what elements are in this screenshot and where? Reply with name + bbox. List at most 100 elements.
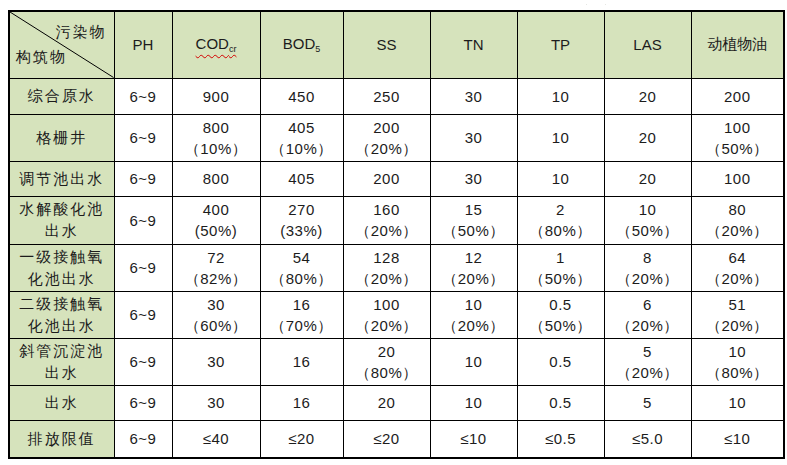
- table-row: 斜管沉淀池出水6~9301620（80%）100.55（20%）10（80%）: [9, 338, 784, 385]
- column-header-cod: CODcr: [172, 11, 260, 78]
- data-cell-tp: 0.5: [517, 338, 604, 385]
- row-header: 排放限值: [9, 420, 114, 458]
- data-cell-tp: 10: [517, 161, 604, 196]
- data-cell-ss: ≤20: [343, 420, 430, 458]
- corner-label-pollutant: 污染物: [56, 23, 107, 42]
- data-cell-tn: 10: [430, 385, 517, 420]
- data-cell-bod: 16: [260, 385, 343, 420]
- column-header-tn: TN: [430, 11, 517, 78]
- data-cell-tp: 2（80%）: [517, 196, 604, 244]
- data-cell-ss: 200: [343, 161, 430, 196]
- data-cell-las: 8（20%）: [604, 244, 691, 291]
- data-cell-tp: 10: [517, 114, 604, 161]
- data-cell-las: 20: [604, 114, 691, 161]
- document-page: 污染物 构筑物 PHCODcrBOD5SSTNTPLAS动植物油 综合原水6~9…: [0, 0, 787, 465]
- data-cell-ss: 250: [343, 78, 430, 114]
- data-cell-las: 5（20%）: [604, 338, 691, 385]
- data-cell-tn: 10: [430, 338, 517, 385]
- cropped-caption-fragment: [584, 0, 608, 5]
- table-body: 综合原水6~9900450250301020200格栅井6~9800（10%）4…: [9, 78, 784, 458]
- data-cell-cod: 800: [172, 161, 260, 196]
- column-header-tp: TP: [517, 11, 604, 78]
- data-cell-oil: 80（20%）: [691, 196, 784, 244]
- fragment-curve-icon: [584, 3, 608, 5]
- header-row: 污染物 构筑物 PHCODcrBOD5SSTNTPLAS动植物油: [9, 11, 784, 78]
- data-cell-oil: 200: [691, 78, 784, 114]
- data-cell-oil: 10（80%）: [691, 338, 784, 385]
- data-cell-tn: 12（20%）: [430, 244, 517, 291]
- data-cell-tn: 30: [430, 114, 517, 161]
- data-cell-ph: 6~9: [114, 338, 172, 385]
- data-cell-tn: ≤10: [430, 420, 517, 458]
- data-cell-cod: 800（10%）: [172, 114, 260, 161]
- data-cell-las: 20: [604, 78, 691, 114]
- data-cell-bod: 405（10%）: [260, 114, 343, 161]
- table-row: 调节池出水6~9800405200301020100: [9, 161, 784, 196]
- table-row: 综合原水6~9900450250301020200: [9, 78, 784, 114]
- data-cell-cod: 30: [172, 385, 260, 420]
- data-cell-tn: 15（50%）: [430, 196, 517, 244]
- table-row: 二级接触氧化池出水6~930（60%）16（70%）100（20%）10（20%…: [9, 291, 784, 338]
- column-header-ph: PH: [114, 11, 172, 78]
- data-cell-oil: ≤10: [691, 420, 784, 458]
- table-row: 一级接触氧化池出水6~972（82%）54（80%）128（20%）12（20%…: [9, 244, 784, 291]
- data-cell-tp: 0.5（50%）: [517, 291, 604, 338]
- data-cell-tp: 0.5: [517, 385, 604, 420]
- row-header: 综合原水: [9, 78, 114, 114]
- data-cell-oil: 100（50%）: [691, 114, 784, 161]
- data-cell-ph: 6~9: [114, 196, 172, 244]
- data-cell-ph: 6~9: [114, 385, 172, 420]
- data-cell-oil: 51（20%）: [691, 291, 784, 338]
- data-cell-cod: 72（82%）: [172, 244, 260, 291]
- data-cell-ss: 100（20%）: [343, 291, 430, 338]
- data-cell-bod: ≤20: [260, 420, 343, 458]
- data-cell-tp: 10: [517, 78, 604, 114]
- data-cell-bod: 54（80%）: [260, 244, 343, 291]
- diagonal-divider-line: [10, 12, 114, 78]
- column-header-las: LAS: [604, 11, 691, 78]
- data-cell-tn: 30: [430, 161, 517, 196]
- data-cell-tn: 30: [430, 78, 517, 114]
- data-cell-cod: 400(50%): [172, 196, 260, 244]
- data-cell-ss: 200（20%）: [343, 114, 430, 161]
- row-header: 格栅井: [9, 114, 114, 161]
- data-cell-las: 20: [604, 161, 691, 196]
- data-cell-las: 5: [604, 385, 691, 420]
- data-cell-cod: 900: [172, 78, 260, 114]
- data-cell-bod: 450: [260, 78, 343, 114]
- data-cell-ph: 6~9: [114, 78, 172, 114]
- column-header-oil: 动植物油: [691, 11, 784, 78]
- data-cell-ss: 20（80%）: [343, 338, 430, 385]
- data-cell-oil: 10: [691, 385, 784, 420]
- data-cell-oil: 64（20%）: [691, 244, 784, 291]
- data-cell-bod: 405: [260, 161, 343, 196]
- data-cell-las: 6（20%）: [604, 291, 691, 338]
- row-header: 二级接触氧化池出水: [9, 291, 114, 338]
- data-cell-tp: ≤0.5: [517, 420, 604, 458]
- data-cell-las: 10（50%）: [604, 196, 691, 244]
- data-cell-tp: 1（50%）: [517, 244, 604, 291]
- column-header-ss: SS: [343, 11, 430, 78]
- pollutant-treatment-table: 污染物 构筑物 PHCODcrBOD5SSTNTPLAS动植物油 综合原水6~9…: [8, 10, 785, 459]
- data-cell-ph: 6~9: [114, 420, 172, 458]
- data-cell-oil: 100: [691, 161, 784, 196]
- table-row: 排放限值6~9≤40≤20≤20≤10≤0.5≤5.0≤10: [9, 420, 784, 458]
- data-cell-bod: 270(33%): [260, 196, 343, 244]
- data-cell-ss: 20: [343, 385, 430, 420]
- data-cell-tn: 10（20%）: [430, 291, 517, 338]
- data-cell-ss: 128（20%）: [343, 244, 430, 291]
- corner-cell: 污染物 构筑物: [9, 11, 114, 78]
- table-row: 水解酸化池出水6~9400(50%)270(33%)160（20%）15（50%…: [9, 196, 784, 244]
- row-header: 斜管沉淀池出水: [9, 338, 114, 385]
- data-cell-cod: ≤40: [172, 420, 260, 458]
- row-header: 一级接触氧化池出水: [9, 244, 114, 291]
- data-cell-las: ≤5.0: [604, 420, 691, 458]
- data-cell-ph: 6~9: [114, 291, 172, 338]
- table-row: 出水6~9301620100.5510: [9, 385, 784, 420]
- data-cell-bod: 16: [260, 338, 343, 385]
- row-header: 调节池出水: [9, 161, 114, 196]
- data-cell-ss: 160（20%）: [343, 196, 430, 244]
- corner-label-structure: 构筑物: [16, 48, 67, 67]
- data-cell-bod: 16（70%）: [260, 291, 343, 338]
- data-cell-ph: 6~9: [114, 114, 172, 161]
